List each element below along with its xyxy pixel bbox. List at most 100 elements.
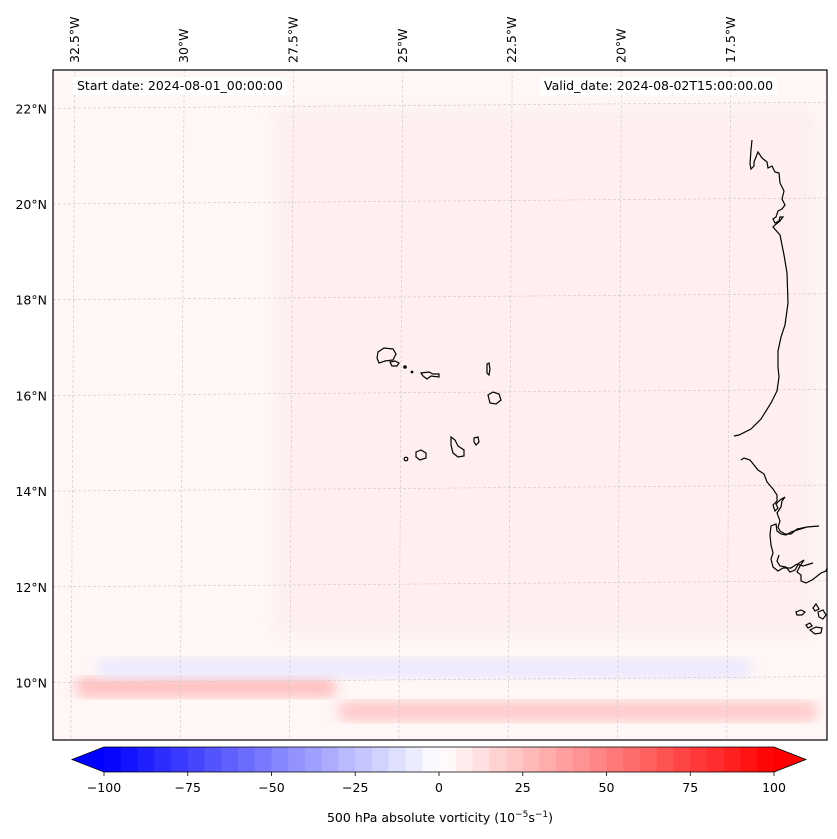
colorbar-level — [338, 747, 356, 772]
gridline-lon — [398, 70, 404, 740]
colorbar-level — [707, 747, 725, 772]
colorbar-level — [120, 747, 139, 772]
colorbar-level — [254, 747, 273, 772]
colorbar-level — [271, 747, 289, 772]
x-tick-label: 17.5°W — [723, 17, 738, 63]
island-fogo — [415, 449, 427, 461]
colorbar-level — [154, 747, 172, 772]
colorbar-level — [187, 747, 206, 772]
gridline-lon — [507, 70, 513, 740]
coast-senegal — [740, 457, 820, 572]
gridline-lon — [617, 70, 622, 740]
coast-bijagos-1 — [795, 609, 807, 616]
colorbar-level — [522, 747, 541, 772]
island-islet — [410, 370, 414, 374]
colorbar-level — [623, 747, 641, 772]
colorbar-level — [221, 747, 239, 772]
x-tick-label: 32.5°W — [67, 17, 82, 63]
colorbar-level — [640, 747, 658, 772]
island-sal — [486, 362, 491, 377]
anomaly-positive-band-west — [74, 677, 338, 698]
y-tick-label: 22°N — [15, 101, 47, 116]
gridline-lon — [70, 70, 76, 740]
island-brava — [403, 456, 409, 462]
colorbar-level — [740, 747, 758, 772]
gridline-lat — [53, 293, 827, 301]
gridline-lat — [53, 580, 827, 588]
colorbar-level — [455, 747, 474, 772]
vorticity-field — [74, 108, 819, 722]
anomaly-positive-band-east — [337, 701, 819, 722]
colorbar-tick-label: 0 — [435, 780, 443, 795]
y-tick-label: 16°N — [15, 388, 47, 403]
x-tick-label: 22.5°W — [504, 17, 519, 63]
gridline-lat — [53, 101, 827, 109]
colorbar-level — [556, 747, 574, 772]
colorbar-level — [288, 747, 306, 772]
y-tick-label: 12°N — [15, 580, 47, 595]
y-tick-label: 18°N — [15, 293, 47, 308]
map-frame — [52, 69, 828, 741]
colorbar-level — [305, 747, 323, 772]
colorbar-level — [137, 747, 155, 772]
colorbar-tick-label: 25 — [515, 780, 531, 795]
x-tick-label: 20°W — [613, 28, 628, 63]
colorbar-tick-label: 75 — [682, 780, 698, 795]
x-tick-label: 30°W — [176, 28, 191, 63]
colorbar-level — [489, 747, 507, 772]
colorbar-level — [171, 747, 189, 772]
colorbar-extend-min — [72, 747, 104, 772]
colorbar-level — [372, 747, 390, 772]
colorbar-level — [238, 747, 256, 772]
colorbar-level — [439, 747, 457, 772]
coast-mauritania — [733, 139, 789, 437]
colorbar-level — [673, 747, 691, 772]
gridline-lat — [53, 484, 827, 492]
coast-bijagos-4 — [808, 626, 823, 635]
island-boa-vista — [487, 391, 502, 405]
anomaly-negative-band — [96, 658, 753, 679]
colorbar-level — [573, 747, 591, 772]
x-tick-labels: 32.5°W 30°W 27.5°W 25°W 22.5°W 20°W 17.5°W — [67, 17, 738, 63]
colorbar-level — [606, 747, 624, 772]
colorbar-extend-max — [774, 747, 806, 772]
anomaly-weak-positive-field — [271, 108, 819, 635]
island-santa-luzia — [403, 365, 407, 369]
coastlines — [376, 139, 827, 635]
y-tick-labels: 10°N 12°N 14°N 16°N 18°N 20°N 22°N — [15, 101, 47, 690]
gridline-lon — [179, 70, 185, 740]
gridline-lat — [53, 676, 827, 683]
gridline-lat — [53, 389, 827, 396]
island-maio — [473, 436, 480, 446]
colorbar-tick-label: 50 — [599, 780, 615, 795]
coast-guinea-bissau — [776, 554, 827, 584]
colorbar-tick-label: −100 — [87, 780, 121, 795]
colorbar-level — [656, 747, 675, 772]
colorbar-level — [757, 747, 775, 772]
colorbar-level — [589, 747, 608, 772]
island-sao-vicente — [389, 360, 400, 367]
colorbar-tick-label: −50 — [258, 780, 284, 795]
coast-bijagos-3 — [805, 622, 813, 629]
gridline-lat — [53, 197, 827, 205]
colorbar-tick-label: −75 — [175, 780, 201, 795]
colorbar-level — [204, 747, 222, 772]
graticule — [53, 70, 827, 740]
x-tick-label: 27.5°W — [286, 17, 301, 63]
colorbar-tick-label: 100 — [762, 780, 786, 795]
vorticity-map — [53, 70, 827, 740]
x-tick-label: 25°W — [395, 28, 410, 63]
colorbar-level — [690, 747, 708, 772]
colorbar — [70, 746, 808, 773]
start-date-annotation: Start date: 2024-08-01_00:00:00 — [73, 77, 287, 95]
colorbar-level — [355, 747, 373, 772]
island-sao-nicolau — [419, 371, 440, 380]
island-santo-antao — [376, 347, 397, 364]
colorbar-level — [388, 747, 407, 772]
colorbar-level — [539, 747, 557, 772]
colorbar-tick-label: −25 — [342, 780, 368, 795]
y-tick-label: 10°N — [15, 676, 47, 691]
colorbar-level — [405, 747, 423, 772]
colorbar-level — [321, 747, 340, 772]
